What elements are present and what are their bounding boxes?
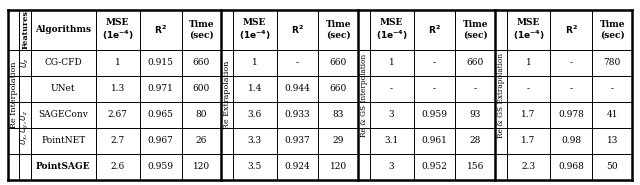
Text: 80: 80 [196, 110, 207, 119]
Text: 660: 660 [193, 58, 210, 67]
Text: 28: 28 [470, 136, 481, 145]
Text: $U_z$: $U_z$ [19, 57, 31, 68]
Text: SAGEConv: SAGEConv [38, 110, 88, 119]
Text: 0.967: 0.967 [148, 136, 173, 145]
Text: MSE
$\mathbf{(1e^{-4})}$: MSE $\mathbf{(1e^{-4})}$ [239, 18, 271, 42]
Text: 600: 600 [193, 84, 210, 93]
Text: $\mathbf{R^2}$: $\mathbf{R^2}$ [428, 24, 441, 36]
Text: -: - [474, 84, 477, 93]
Text: -: - [570, 58, 573, 67]
Text: Time
(sec): Time (sec) [326, 20, 351, 40]
Text: 29: 29 [333, 136, 344, 145]
Text: Time
(sec): Time (sec) [463, 20, 488, 40]
Text: 0.924: 0.924 [285, 162, 310, 171]
Text: $\mathbf{R^2}$: $\mathbf{R^2}$ [291, 24, 304, 36]
Text: 0.968: 0.968 [559, 162, 584, 171]
Text: 0.971: 0.971 [148, 84, 173, 93]
Text: -: - [433, 84, 436, 93]
Text: 2.3: 2.3 [522, 162, 536, 171]
Text: 1: 1 [115, 58, 120, 67]
Text: Algorithms: Algorithms [35, 25, 92, 34]
Text: 660: 660 [330, 58, 347, 67]
Text: 26: 26 [196, 136, 207, 145]
Text: PointNET: PointNET [41, 136, 86, 145]
Text: -: - [296, 58, 299, 67]
Text: 93: 93 [470, 110, 481, 119]
Text: 50: 50 [606, 162, 618, 171]
Text: 0.915: 0.915 [148, 58, 173, 67]
Text: 0.944: 0.944 [285, 84, 310, 93]
Text: Re Extrapolation: Re Extrapolation [223, 61, 231, 129]
Text: 3.3: 3.3 [248, 136, 262, 145]
Text: Time
(sec): Time (sec) [189, 20, 214, 40]
Text: 1: 1 [525, 58, 531, 67]
Text: 0.933: 0.933 [285, 110, 310, 119]
Text: 0.937: 0.937 [285, 136, 310, 145]
Text: 1.4: 1.4 [248, 84, 262, 93]
Text: -: - [433, 58, 436, 67]
Text: 2.67: 2.67 [108, 110, 128, 119]
Text: $U_x, U_y, U_z$: $U_x, U_y, U_z$ [19, 110, 31, 145]
Text: Re & GS Interpolation: Re & GS Interpolation [360, 53, 368, 137]
Text: Re & GS Extrapolation: Re & GS Extrapolation [497, 53, 505, 137]
Text: 3.5: 3.5 [248, 162, 262, 171]
Text: 1.7: 1.7 [522, 136, 536, 145]
Text: 83: 83 [333, 110, 344, 119]
Text: -: - [570, 84, 573, 93]
Text: 120: 120 [193, 162, 210, 171]
Text: 1.3: 1.3 [111, 84, 125, 93]
Text: 2.7: 2.7 [111, 136, 125, 145]
Text: 3.1: 3.1 [385, 136, 399, 145]
Text: -: - [611, 84, 614, 93]
Text: 0.959: 0.959 [422, 110, 447, 119]
Text: UNet: UNet [51, 84, 76, 93]
Text: MSE
$\mathbf{(1e^{-4})}$: MSE $\mathbf{(1e^{-4})}$ [376, 18, 408, 42]
Text: -: - [527, 84, 530, 93]
Text: 156: 156 [467, 162, 484, 171]
Text: 3.6: 3.6 [248, 110, 262, 119]
Text: Re Interpolation: Re Interpolation [10, 62, 18, 128]
Text: 2.6: 2.6 [111, 162, 125, 171]
Text: 0.965: 0.965 [148, 110, 173, 119]
Text: 0.961: 0.961 [422, 136, 447, 145]
Text: 1.7: 1.7 [522, 110, 536, 119]
Text: 780: 780 [604, 58, 621, 67]
Text: $\mathbf{R^2}$: $\mathbf{R^2}$ [565, 24, 578, 36]
Text: MSE
$\mathbf{(1e^{-4})}$: MSE $\mathbf{(1e^{-4})}$ [513, 18, 545, 42]
Text: 0.978: 0.978 [559, 110, 584, 119]
Text: 0.98: 0.98 [561, 136, 581, 145]
Text: 13: 13 [607, 136, 618, 145]
Text: MSE
$\mathbf{(1e^{-4})}$: MSE $\mathbf{(1e^{-4})}$ [102, 18, 134, 42]
Text: 660: 660 [467, 58, 484, 67]
Text: Features: Features [21, 10, 29, 49]
Text: -: - [390, 84, 393, 93]
Text: 0.959: 0.959 [148, 162, 173, 171]
Text: Time
(sec): Time (sec) [600, 20, 625, 40]
Text: 3: 3 [388, 162, 394, 171]
Text: 660: 660 [330, 84, 347, 93]
Text: $\mathbf{R^2}$: $\mathbf{R^2}$ [154, 24, 167, 36]
Text: 3: 3 [388, 110, 394, 119]
Text: 120: 120 [330, 162, 347, 171]
Text: 1: 1 [388, 58, 394, 67]
Text: 0.952: 0.952 [422, 162, 447, 171]
Text: CG-CFD: CG-CFD [45, 58, 83, 67]
Text: 1: 1 [252, 58, 257, 67]
Text: 41: 41 [606, 110, 618, 119]
Text: PointSAGE: PointSAGE [36, 162, 91, 171]
